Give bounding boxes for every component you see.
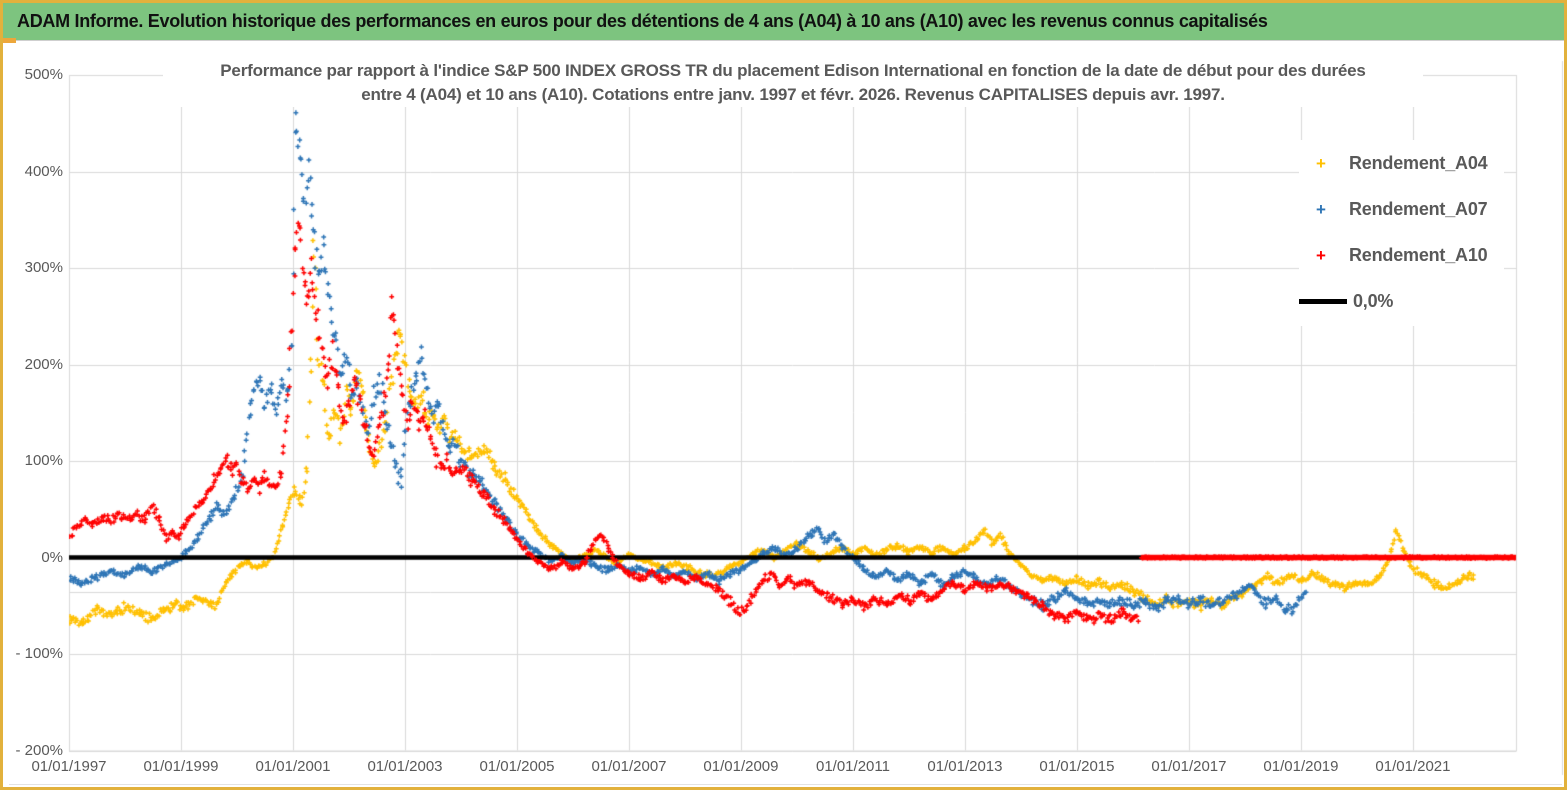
legend-label: Rendement_A04 <box>1349 152 1488 173</box>
x-tick-label: 01/01/2017 <box>1151 758 1227 775</box>
legend-item-rendement-a07: + Rendement_A07 <box>1299 186 1504 232</box>
legend-label: Rendement_A10 <box>1349 244 1488 265</box>
y-tick-label: 200% <box>24 355 63 373</box>
legend-item-0-0-: 0,0% <box>1299 278 1504 324</box>
y-tick-label: 400% <box>24 162 63 180</box>
chart-area-bottom-rule <box>9 784 1562 785</box>
y-tick-label: 0% <box>41 548 63 566</box>
legend-plus-marker: + <box>1316 245 1326 265</box>
x-tick-label: 01/01/2001 <box>255 758 331 775</box>
legend-label: 0,0% <box>1353 290 1394 311</box>
x-tick-label: 01/01/2007 <box>591 758 667 775</box>
y-tick-label: 500% <box>24 66 63 83</box>
legend-item-rendement-a10: + Rendement_A10 <box>1299 232 1504 278</box>
y-tick-label: - 100% <box>15 645 63 662</box>
x-tick-label: 01/01/1997 <box>31 758 107 775</box>
x-tick-label: 01/01/2021 <box>1375 758 1451 775</box>
x-tick-label: 01/01/2009 <box>703 758 779 775</box>
x-tick-label: 01/01/2015 <box>1039 758 1115 775</box>
chart-title-line2: entre 4 (A04) et 10 ans (A10). Cotations… <box>361 85 1225 104</box>
chart-title-line1: Performance par rapport à l'indice S&P 5… <box>220 61 1366 80</box>
legend-item-rendement-a04: + Rendement_A04 <box>1299 140 1504 186</box>
legend-plus-marker: + <box>1316 153 1326 173</box>
legend: + Rendement_A04 + Rendement_A07 + Rendement_A… <box>1299 140 1504 326</box>
x-tick-label: 01/01/2011 <box>815 758 890 775</box>
x-tick-label: 01/01/2005 <box>479 758 555 775</box>
x-tick-label: 01/01/2019 <box>1263 758 1339 775</box>
x-tick-label: 01/01/2003 <box>367 758 443 775</box>
x-tick-label: 01/01/1999 <box>143 758 219 775</box>
chart-title: Performance par rapport à l'indice S&P 5… <box>163 59 1423 107</box>
x-tick-label: 01/01/2013 <box>927 758 1003 775</box>
y-tick-label: - 200% <box>15 741 63 759</box>
y-tick-label: 100% <box>24 452 63 469</box>
legend-label: Rendement_A07 <box>1349 198 1488 219</box>
performance-scatter-chart <box>3 3 1564 787</box>
legend-line-swatch <box>1299 298 1347 304</box>
y-tick-label: 300% <box>24 259 63 276</box>
legend-plus-marker: + <box>1316 199 1326 219</box>
